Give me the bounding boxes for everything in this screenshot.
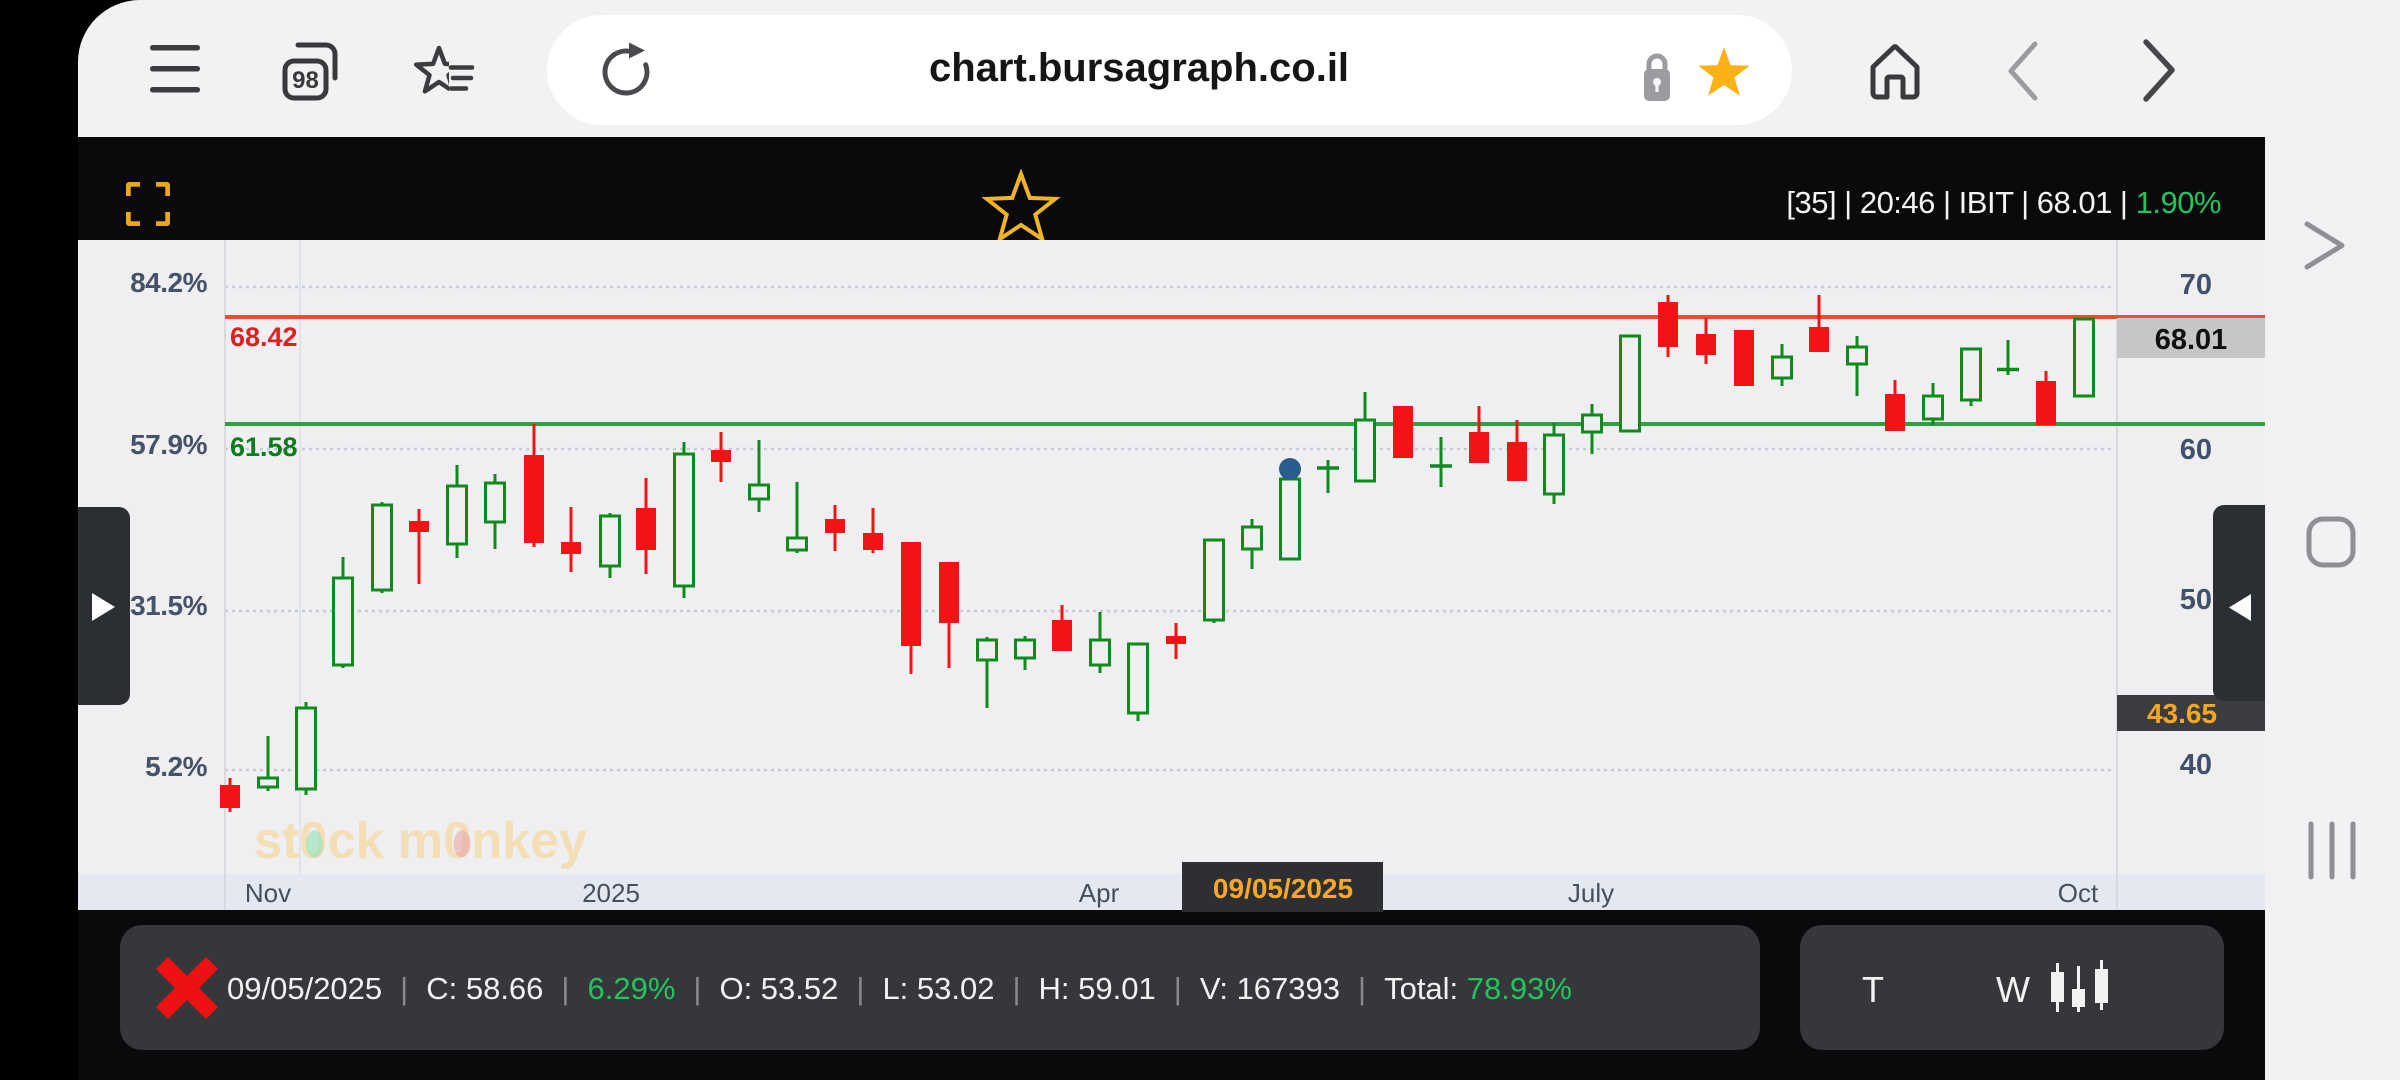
svg-text:st0ck m0nkey: st0ck m0nkey — [254, 812, 587, 870]
svg-text:98: 98 — [292, 67, 319, 94]
svg-text:84.2%: 84.2% — [130, 267, 207, 298]
svg-text:09/05/2025: 09/05/2025 — [1213, 873, 1353, 904]
svg-text:68.42: 68.42 — [230, 322, 298, 352]
svg-text:Nov: Nov — [245, 878, 291, 908]
svg-text:Apr: Apr — [1079, 878, 1120, 908]
svg-text:40: 40 — [2180, 749, 2212, 781]
svg-text:50: 50 — [2180, 584, 2212, 616]
svg-text:2025: 2025 — [582, 878, 640, 908]
svg-text:31.5%: 31.5% — [130, 590, 207, 621]
svg-text:70: 70 — [2180, 269, 2212, 301]
svg-text:July: July — [1568, 878, 1614, 908]
svg-text:5.2%: 5.2% — [145, 751, 207, 782]
svg-text:60: 60 — [2180, 434, 2212, 466]
svg-text:61.58: 61.58 — [230, 432, 298, 462]
svg-text:57.9%: 57.9% — [130, 429, 207, 460]
svg-text:43.65: 43.65 — [2147, 698, 2217, 729]
svg-text:68.01: 68.01 — [2155, 324, 2228, 356]
svg-text:Oct: Oct — [2058, 878, 2099, 908]
